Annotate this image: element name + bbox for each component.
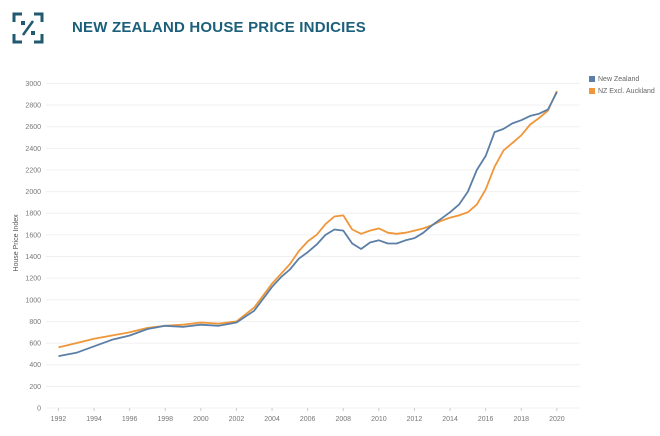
y-tick-label: 1800 bbox=[25, 211, 41, 218]
x-tick-label: 1998 bbox=[157, 416, 173, 423]
x-tick-label: 2008 bbox=[335, 416, 351, 423]
y-tick-label: 1400 bbox=[25, 254, 41, 261]
y-tick-label: 2200 bbox=[25, 167, 41, 174]
y-tick-label: 2800 bbox=[25, 103, 41, 110]
y-tick-label: 0 bbox=[37, 406, 41, 413]
percent-box-icon bbox=[12, 12, 44, 44]
x-tick-label: 2006 bbox=[300, 416, 316, 423]
x-tick-label: 2014 bbox=[442, 416, 458, 423]
x-tick-label: 1996 bbox=[122, 416, 138, 423]
y-tick-label: 2400 bbox=[25, 146, 41, 153]
x-tick-label: 2002 bbox=[229, 416, 245, 423]
y-tick-label: 600 bbox=[29, 341, 41, 348]
x-tick-label: 2020 bbox=[549, 416, 565, 423]
y-tick-label: 1200 bbox=[25, 276, 41, 283]
x-tick-label: 2000 bbox=[193, 416, 209, 423]
legend-item-new-zealand: New Zealand bbox=[589, 73, 655, 85]
y-tick-label: 3000 bbox=[25, 81, 41, 88]
x-tick-label: 1994 bbox=[86, 416, 102, 423]
y-tick-label: 1600 bbox=[25, 232, 41, 239]
x-tick-label: 2018 bbox=[513, 416, 529, 423]
y-tick-label: 1000 bbox=[25, 297, 41, 304]
x-tick-label: 2004 bbox=[264, 416, 280, 423]
y-tick-label: 200 bbox=[29, 384, 41, 391]
x-tick-label: 2016 bbox=[478, 416, 494, 423]
x-tick-label: 1992 bbox=[51, 416, 67, 423]
x-tick-label: 2012 bbox=[407, 416, 423, 423]
y-tick-label: 2000 bbox=[25, 189, 41, 196]
y-tick-label: 400 bbox=[29, 362, 41, 369]
legend-swatch-nz-excl-auckland bbox=[589, 88, 595, 94]
series-line-new-zealand bbox=[58, 91, 558, 357]
y-axis-label: House Price Index bbox=[13, 214, 20, 272]
legend-label-new-zealand: New Zealand bbox=[598, 75, 640, 83]
legend-item-nz-excl-auckland: NZ Excl. Auckland bbox=[589, 85, 655, 97]
x-tick-label: 2010 bbox=[371, 416, 387, 423]
series-line-nz-excl-auckland bbox=[58, 90, 558, 349]
y-tick-label: 800 bbox=[29, 319, 41, 326]
legend-label-nz-excl-auckland: NZ Excl. Auckland bbox=[598, 87, 655, 95]
legend: New Zealand NZ Excl. Auckland bbox=[589, 73, 655, 97]
legend-swatch-new-zealand bbox=[589, 76, 595, 82]
y-tick-label: 2600 bbox=[25, 124, 41, 131]
page-title: NEW ZEALAND HOUSE PRICE INDICIES bbox=[72, 19, 366, 36]
